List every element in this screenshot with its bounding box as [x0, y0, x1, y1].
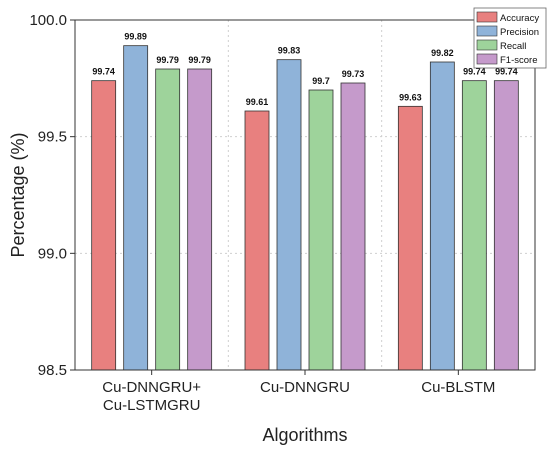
- legend-swatch: [476, 25, 498, 37]
- bar-f1-score: [187, 68, 213, 371]
- data-label: 99.73: [342, 69, 365, 79]
- legend-swatch: [476, 39, 498, 51]
- bar-accuracy: [91, 80, 117, 371]
- bar-recall: [155, 68, 181, 371]
- bar-precision: [429, 61, 455, 371]
- bar-precision: [276, 59, 302, 371]
- y-tick-label: 98.5: [38, 362, 67, 379]
- bar-recall: [308, 89, 334, 371]
- bar-accuracy: [244, 110, 270, 371]
- data-label: 99.7: [312, 76, 330, 86]
- bar-accuracy: [397, 105, 423, 371]
- legend-swatch: [476, 53, 498, 65]
- y-axis-ticks: 98.5 99.0 99.5 100.0: [29, 12, 75, 379]
- data-label: 99.63: [399, 92, 422, 102]
- legend-label: F1-score: [500, 55, 537, 66]
- data-label: 99.79: [156, 55, 179, 65]
- x-axis-title: Algorithms: [262, 425, 347, 445]
- data-label: 99.74: [495, 67, 518, 77]
- x-category-label: Cu-BLSTM: [421, 379, 495, 396]
- data-label: 99.74: [92, 67, 115, 77]
- bars: [91, 45, 519, 371]
- y-axis-title: Percentage (%): [8, 132, 28, 257]
- bar-f1-score: [493, 80, 519, 371]
- data-label: 99.74: [463, 67, 486, 77]
- y-tick-label: 100.0: [29, 12, 67, 29]
- data-label: 99.83: [278, 46, 301, 56]
- bar-precision: [123, 45, 149, 371]
- x-category-label: Cu-DNNGRU+ Cu-LSTMGRU: [102, 379, 201, 414]
- grid-lines: [75, 20, 535, 370]
- x-axis-categories: Cu-DNNGRU+ Cu-LSTMGRU Cu-DNNGRU Cu-BLSTM: [102, 370, 495, 414]
- legend-label: Precision: [500, 27, 539, 38]
- data-label: 99.89: [124, 32, 147, 42]
- data-label: 99.79: [188, 55, 211, 65]
- data-labels: 99.74 99.89 99.79 99.79 99.61 99.83 99.7 99.73 9…: [92, 32, 517, 107]
- legend: Accuracy Precision Recall F1-score: [473, 7, 547, 69]
- legend-label: Accuracy: [500, 13, 539, 24]
- y-tick-label: 99.5: [38, 129, 67, 146]
- legend-swatch: [476, 11, 498, 23]
- x-category-label: Cu-DNNGRU: [260, 379, 350, 396]
- y-tick-label: 99.0: [38, 245, 67, 262]
- legend-label: Recall: [500, 41, 526, 52]
- data-label: 99.61: [246, 97, 269, 107]
- bar-recall: [461, 80, 487, 371]
- bar-f1-score: [340, 82, 366, 371]
- data-label: 99.82: [431, 48, 454, 58]
